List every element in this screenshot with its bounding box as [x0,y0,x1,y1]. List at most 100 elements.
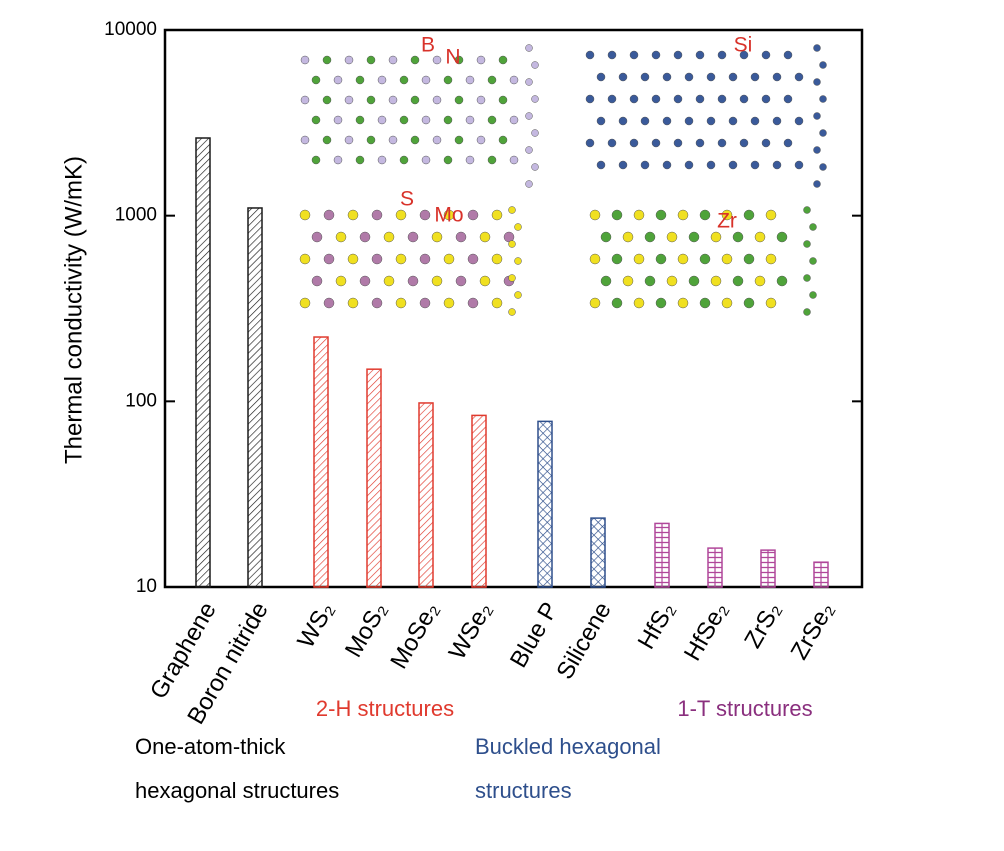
lattice-side [819,163,827,171]
lattice-atom [476,135,486,145]
lattice-atom [388,95,398,105]
lattice-atom [629,94,639,104]
lattice-atom [607,50,617,60]
lattice-atom [344,95,354,105]
lattice-atom [323,253,335,265]
lattice-atom [443,209,455,221]
lattice-atom [311,155,321,165]
lattice-atom [443,297,455,309]
lattice-atom [476,95,486,105]
x-tick-label: ZrSe₂ [786,598,840,665]
lattice-atom [487,155,497,165]
lattice-atom [629,50,639,60]
x-tick-label: MoS₂ [340,598,393,662]
lattice-atom [509,75,519,85]
lattice-atom [761,50,771,60]
lattice-atom [491,209,503,221]
lattice-side [525,180,533,188]
lattice-atom [739,50,749,60]
lattice-atom [399,115,409,125]
lattice-atom [366,95,376,105]
lattice-atom [491,253,503,265]
lattice-atom [333,75,343,85]
lattice-atom [655,297,667,309]
lattice-atom [677,253,689,265]
lattice-atom [454,95,464,105]
lattice-atom [794,116,804,126]
bar [366,368,382,588]
lattice-atom [443,155,453,165]
lattice-atom [300,135,310,145]
lattice-atom [347,297,359,309]
y-tick-label: 10000 [104,19,157,40]
lattice-atom [419,209,431,221]
lattice-atom [443,75,453,85]
y-axis-label: Thermal conductivity (W/mK) [60,156,87,464]
lattice-atom [335,275,347,287]
lattice-atom [585,50,595,60]
lattice-side [809,223,817,231]
lattice-atom [498,135,508,145]
lattice-atom [596,160,606,170]
lattice-atom [311,275,323,287]
lattice-side [508,240,516,248]
lattice-atom [421,115,431,125]
lattice-atom [383,275,395,287]
lattice-atom [347,253,359,265]
bar [313,336,329,588]
lattice-atom [311,231,323,243]
lattice-atom [673,138,683,148]
lattice-atom [388,135,398,145]
lattice-atom [706,72,716,82]
lattice-atom [706,160,716,170]
lattice-atom [395,209,407,221]
lattice-atom [677,209,689,221]
lattice-atom [333,115,343,125]
lattice-atom [344,55,354,65]
lattice-atom [695,138,705,148]
lattice-atom [355,75,365,85]
lattice-atom [395,297,407,309]
bar [418,402,434,588]
lattice-atom [311,115,321,125]
lattice-atom [622,231,634,243]
lattice-atom [465,75,475,85]
lattice-atom [432,95,442,105]
lattice-atom [410,95,420,105]
lattice-atom [662,160,672,170]
lattice-atom [695,50,705,60]
lattice-atom [333,155,343,165]
lattice-atom [684,72,694,82]
lattice-side [813,180,821,188]
lattice-atom [651,138,661,148]
lattice-side [809,291,817,299]
lattice-atom [728,160,738,170]
lattice-side [819,95,827,103]
lattice-atom [750,160,760,170]
lattice-atom [596,116,606,126]
lattice-atom [359,275,371,287]
lattice-atom [728,72,738,82]
lattice-atom [629,138,639,148]
lattice-atom [662,72,672,82]
lattice-atom [611,209,623,221]
lattice-side [525,78,533,86]
lattice-atom [772,72,782,82]
lattice-atom [359,231,371,243]
lattice-atom [322,95,332,105]
lattice-atom [655,253,667,265]
lattice-side [525,112,533,120]
lattice-atom [721,297,733,309]
lattice-side [803,240,811,248]
lattice-atom [794,160,804,170]
lattice-atom [467,297,479,309]
lattice-atom [491,297,503,309]
lattice-atom [465,115,475,125]
inset-label: B [421,34,435,57]
lattice-atom [622,275,634,287]
lattice-atom [377,75,387,85]
lattice-atom [688,275,700,287]
lattice-atom [585,94,595,104]
lattice-atom [640,160,650,170]
